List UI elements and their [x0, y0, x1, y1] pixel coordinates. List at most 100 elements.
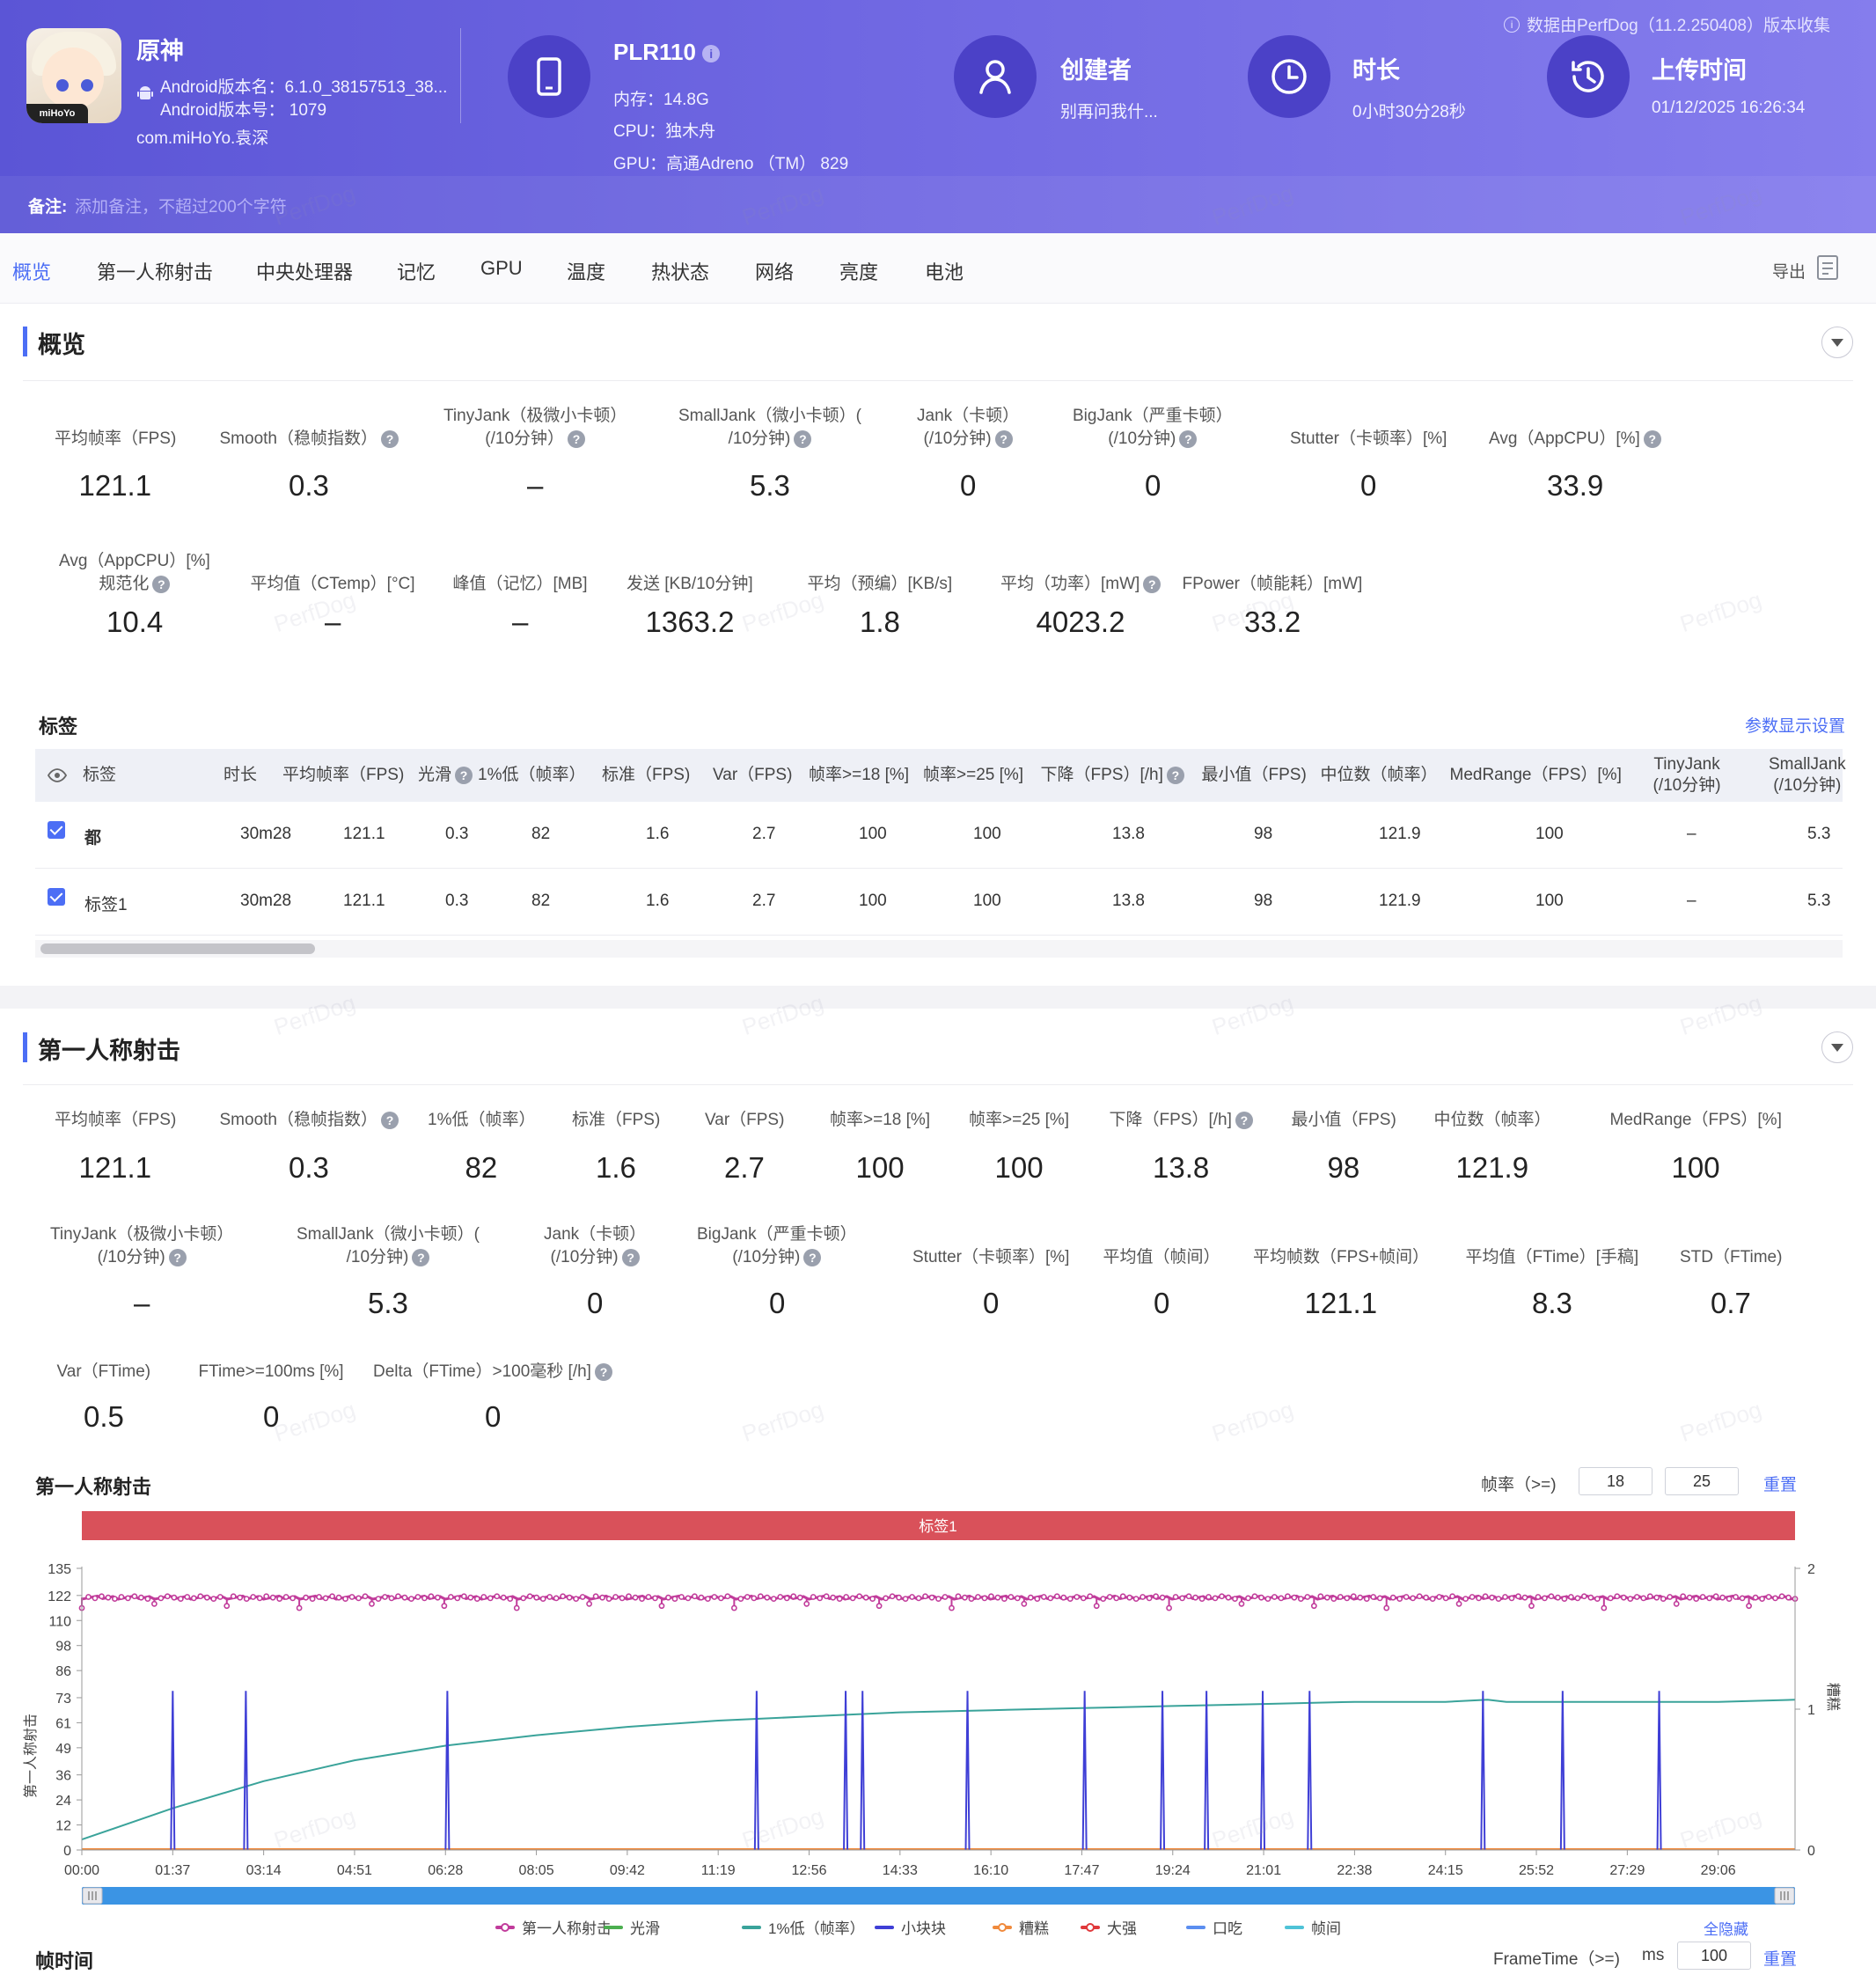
legend-item[interactable]: 第一人称射击	[495, 1916, 612, 1938]
tab-temperature[interactable]: 温度	[567, 261, 606, 283]
fps-point[interactable]	[988, 1593, 994, 1600]
fps-point[interactable]	[1264, 1596, 1271, 1603]
fps-point[interactable]	[250, 1594, 257, 1600]
fps-point[interactable]	[586, 1600, 593, 1607]
table-scrollbar[interactable]	[35, 940, 1843, 958]
fps-point[interactable]	[118, 1594, 125, 1600]
fps-point[interactable]	[125, 1595, 131, 1602]
fps-point[interactable]	[1271, 1594, 1278, 1600]
fps-point[interactable]	[711, 1594, 718, 1600]
fps-point[interactable]	[1132, 1596, 1140, 1603]
fps-point[interactable]	[1403, 1594, 1410, 1600]
table-row[interactable]: 标签1 30m28 121.1 0.3 82 1.6 2.7 100 100 13.8 98 121.…	[35, 869, 1843, 936]
eye-icon[interactable]	[48, 768, 67, 782]
fps-point[interactable]	[1442, 1595, 1449, 1602]
fps-point[interactable]	[796, 1594, 803, 1601]
fps-point[interactable]	[652, 1595, 658, 1602]
fps-point[interactable]	[790, 1593, 797, 1600]
fps-point[interactable]	[1660, 1596, 1667, 1603]
tab-cpu[interactable]: 中央处理器	[256, 261, 354, 283]
fps-point[interactable]	[171, 1594, 178, 1601]
fps-point[interactable]	[1462, 1596, 1469, 1603]
help-icon[interactable]: ?	[1643, 429, 1661, 448]
fps-point[interactable]	[883, 1595, 889, 1602]
fps-point[interactable]	[1225, 1594, 1232, 1601]
fps-point[interactable]	[289, 1595, 297, 1602]
fps-point[interactable]	[717, 1595, 724, 1602]
help-icon[interactable]: ?	[152, 575, 171, 593]
fps-point[interactable]	[164, 1593, 171, 1600]
fps-point[interactable]	[698, 1594, 705, 1601]
fps-point[interactable]	[981, 1595, 988, 1602]
fps-point[interactable]	[256, 1595, 263, 1602]
help-icon[interactable]: ?	[803, 1248, 822, 1266]
fps-threshold-input-2[interactable]: 25	[1665, 1467, 1739, 1495]
fps-point[interactable]	[1212, 1595, 1219, 1602]
fps-point[interactable]	[1548, 1593, 1555, 1600]
fps-point[interactable]	[85, 1594, 92, 1600]
fps-point[interactable]	[1614, 1593, 1621, 1600]
fps-point[interactable]	[1126, 1594, 1133, 1601]
fps-point[interactable]	[1245, 1595, 1251, 1602]
fps-point[interactable]	[1542, 1595, 1548, 1602]
fps-point[interactable]	[1376, 1595, 1383, 1602]
fps-point[interactable]	[553, 1595, 560, 1602]
fps-point[interactable]	[184, 1594, 191, 1600]
fps-point[interactable]	[216, 1594, 224, 1600]
tab-brightness[interactable]: 亮度	[839, 261, 879, 283]
fps-point[interactable]	[730, 1604, 737, 1611]
help-icon[interactable]: ?	[1235, 1111, 1253, 1129]
fps-point[interactable]	[1278, 1595, 1285, 1602]
fps-point[interactable]	[1489, 1594, 1495, 1601]
table-header-cell[interactable]: 平均帧率（FPS)	[282, 766, 405, 784]
fps-point[interactable]	[1686, 1594, 1693, 1601]
tab-thermal-state[interactable]: 热状态	[651, 261, 710, 283]
help-icon[interactable]: ?	[1166, 766, 1184, 784]
fps-point[interactable]	[513, 1604, 520, 1611]
fps-point[interactable]	[408, 1596, 414, 1603]
fps-point[interactable]	[1172, 1594, 1179, 1600]
fps-point[interactable]	[955, 1593, 962, 1600]
jank-spike[interactable]	[444, 1691, 451, 1851]
fps-point[interactable]	[744, 1594, 751, 1600]
fps-point[interactable]	[1482, 1593, 1489, 1600]
jank-spike[interactable]	[1081, 1691, 1088, 1851]
fps-point[interactable]	[1232, 1596, 1238, 1603]
fps-point[interactable]	[1185, 1593, 1192, 1600]
legend-item[interactable]: 帧间	[1285, 1916, 1341, 1938]
fps-point[interactable]	[131, 1593, 138, 1600]
legend-item[interactable]: 1%低（帧率）	[742, 1916, 865, 1938]
fps-point[interactable]	[1759, 1596, 1765, 1603]
fps-point[interactable]	[137, 1594, 144, 1601]
legend-item[interactable]: 小块块	[875, 1916, 946, 1938]
fps-point[interactable]	[395, 1593, 401, 1600]
fps-point[interactable]	[1284, 1593, 1291, 1600]
fps-point[interactable]	[1166, 1604, 1172, 1611]
fps-point[interactable]	[671, 1596, 678, 1603]
legend-item[interactable]: 大强	[1081, 1916, 1137, 1938]
fps-point[interactable]	[296, 1604, 303, 1611]
fps-point[interactable]	[150, 1600, 158, 1607]
fps-point[interactable]	[1383, 1604, 1390, 1611]
fps-point[interactable]	[1508, 1595, 1515, 1602]
table-header-cell[interactable]: Var（FPS)	[713, 766, 793, 784]
fps-point[interactable]	[1021, 1600, 1028, 1607]
fps-point[interactable]	[889, 1593, 896, 1600]
fps-point[interactable]	[928, 1594, 935, 1601]
export-button[interactable]: 导出	[1771, 263, 1806, 282]
fps-point[interactable]	[1310, 1603, 1317, 1610]
fps-point[interactable]	[92, 1595, 99, 1602]
help-icon[interactable]: ?	[412, 1248, 430, 1266]
table-header-cell[interactable]: 光滑?	[418, 765, 473, 786]
fps-point[interactable]	[1633, 1594, 1640, 1600]
fps-point[interactable]	[1140, 1594, 1147, 1600]
help-icon[interactable]: ?	[994, 429, 1013, 448]
fps-point[interactable]	[724, 1593, 731, 1600]
table-header-cell[interactable]: 中位数（帧率）	[1320, 766, 1438, 784]
fps-point[interactable]	[335, 1594, 342, 1601]
legend-item[interactable]: 光滑	[604, 1916, 660, 1938]
fps-point[interactable]	[1733, 1594, 1740, 1600]
fps-point[interactable]	[263, 1593, 270, 1600]
fps-point[interactable]	[962, 1594, 968, 1601]
fps-point[interactable]	[862, 1594, 869, 1601]
